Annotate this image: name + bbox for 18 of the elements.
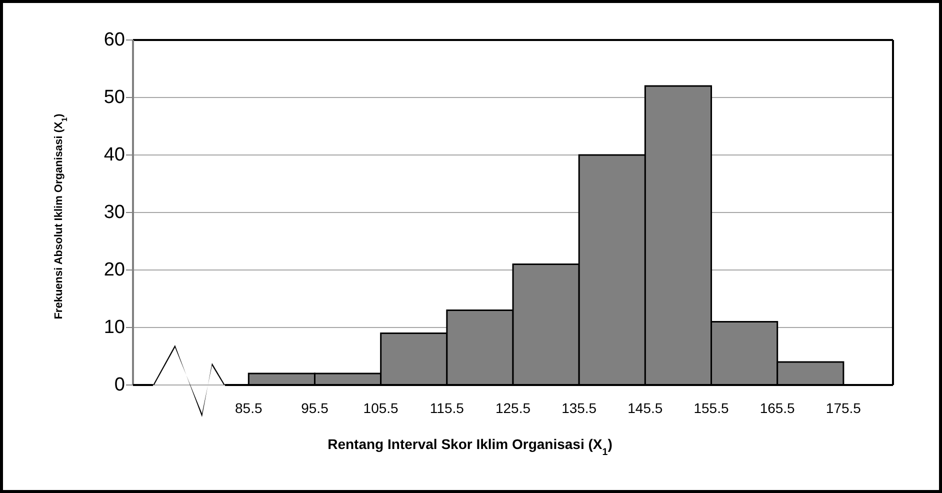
y-tick-label: 50 (104, 87, 125, 108)
x-tick-label: 105.5 (363, 400, 399, 416)
x-tick-label: 145.5 (628, 400, 663, 416)
x-tick-label: 175.5 (826, 400, 862, 416)
x-tick-label: 85.5 (235, 400, 262, 416)
x-tick-label: 125.5 (495, 400, 531, 416)
y-tick-label: 20 (104, 260, 125, 280)
y-tick-label: 60 (104, 30, 125, 50)
y-tick-label: 30 (104, 202, 125, 223)
y-tick-label: 0 (114, 374, 125, 396)
x-tick-label: 135.5 (562, 400, 597, 416)
x-tick-label: 95.5 (301, 400, 329, 416)
y-tick-label: 40 (104, 144, 125, 166)
y-tick-label: 10 (104, 317, 125, 338)
x-tick-label: 115.5 (430, 400, 464, 416)
x-tick-label: 165.5 (760, 400, 796, 416)
x-tick-label: 155.5 (694, 400, 729, 416)
x-axis-title: Rentang Interval Skor Iklim Organisasi (X$_{1}$) (328, 436, 612, 458)
